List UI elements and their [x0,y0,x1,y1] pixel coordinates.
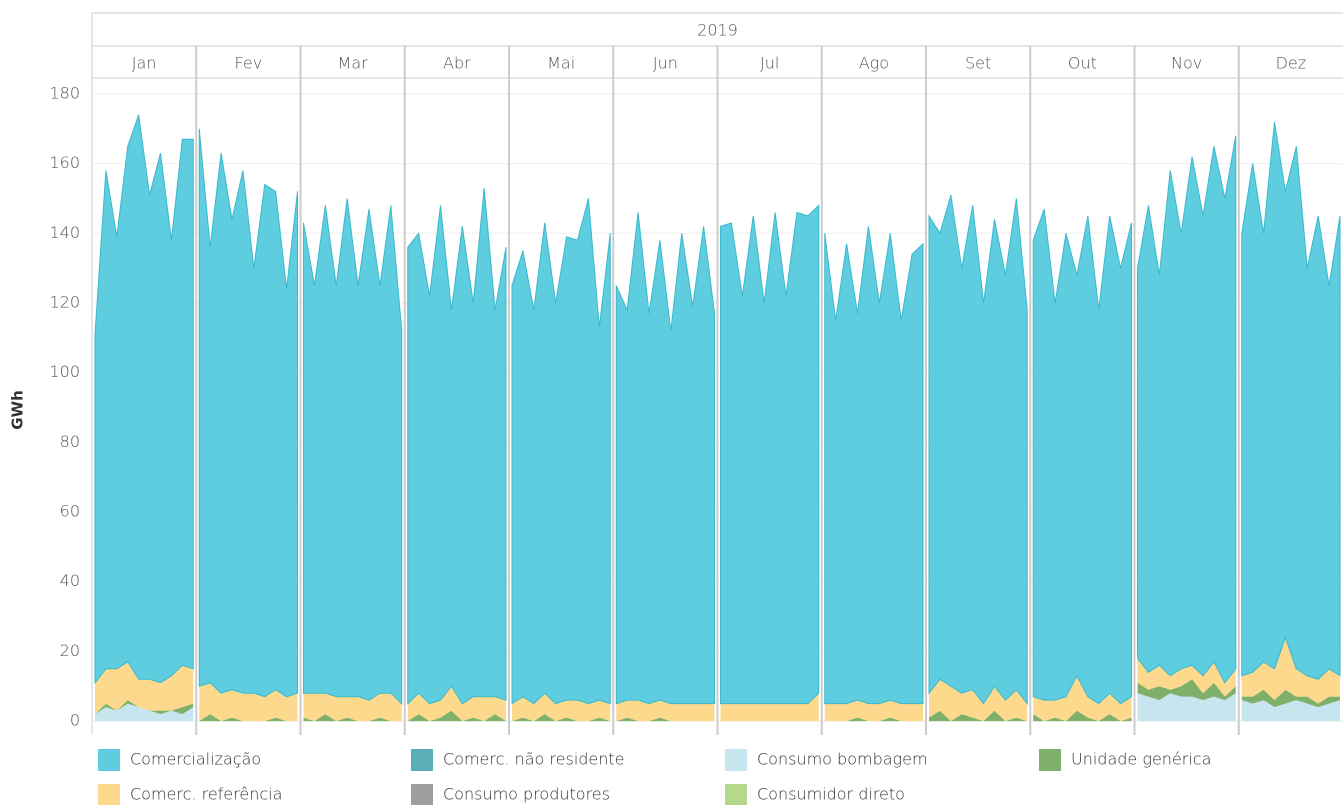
area [1137,693,1236,722]
y-tick-label: 20 [60,641,80,660]
area [1137,135,1237,684]
legend-label: Comerc. não residente [443,750,625,769]
area [198,128,298,698]
legend-swatch [725,784,747,805]
area [1241,700,1340,722]
area [512,693,611,722]
legend-label: Consumo bombagem [757,750,928,769]
y-tick-label: 40 [60,571,80,590]
area [929,710,1028,722]
area [512,714,611,722]
month-label: Abr [443,54,471,73]
month-label: Nov [1171,54,1202,73]
legend-label: Comercialização [130,750,261,769]
y-tick-label: 160 [49,153,80,172]
area [511,198,611,705]
y-tick-label: 120 [49,292,80,311]
y-tick-label: 140 [49,223,80,242]
y-tick-label: 100 [49,362,80,381]
legend-label: Unidade genérica [1071,750,1211,769]
legend-swatch [411,749,433,771]
month-label: Ago [859,54,889,73]
legend-swatch [98,749,120,771]
area [199,714,298,722]
month-label: Mai [547,54,575,73]
y-tick-label: 60 [60,502,80,521]
area [94,114,194,685]
legend-label: Comerc. referência [130,785,282,804]
legend-label: Consumidor direto [757,785,905,804]
area [616,700,715,722]
y-tick-label: 0 [70,711,80,730]
area [1137,679,1236,701]
month-label: Out [1068,54,1097,73]
legend-swatch [1039,749,1061,771]
area [1241,689,1340,708]
area [1033,675,1132,722]
area [928,194,1028,706]
y-tick-label: 180 [49,83,80,102]
area [1241,121,1341,680]
area [720,204,820,705]
area [407,187,507,705]
area [303,693,402,722]
legend-swatch [725,749,747,771]
y-tick-label: 80 [60,432,80,451]
area [615,212,715,705]
month-label: Jul [760,54,779,73]
legend-label: Consumo produtores [443,785,610,804]
month-label: Set [965,54,991,73]
area [1033,710,1132,722]
area [407,686,506,722]
area [929,679,1028,722]
month-label: Jan [132,54,157,73]
area [303,714,402,722]
area [95,661,194,715]
area [824,226,924,705]
area [303,198,403,705]
legend-swatch [411,784,433,805]
area [95,703,194,722]
y-axis-label: GWh [9,390,27,430]
month-label: Mar [338,54,369,73]
month-label: Fev [235,54,263,73]
area [1032,208,1132,705]
year-label: 2019 [697,21,738,40]
month-label: Jun [653,54,678,73]
area [1241,637,1340,704]
month-label: Dez [1276,54,1307,73]
area [616,717,715,722]
legend-swatch [98,784,120,805]
area [720,693,819,722]
area [824,700,923,722]
